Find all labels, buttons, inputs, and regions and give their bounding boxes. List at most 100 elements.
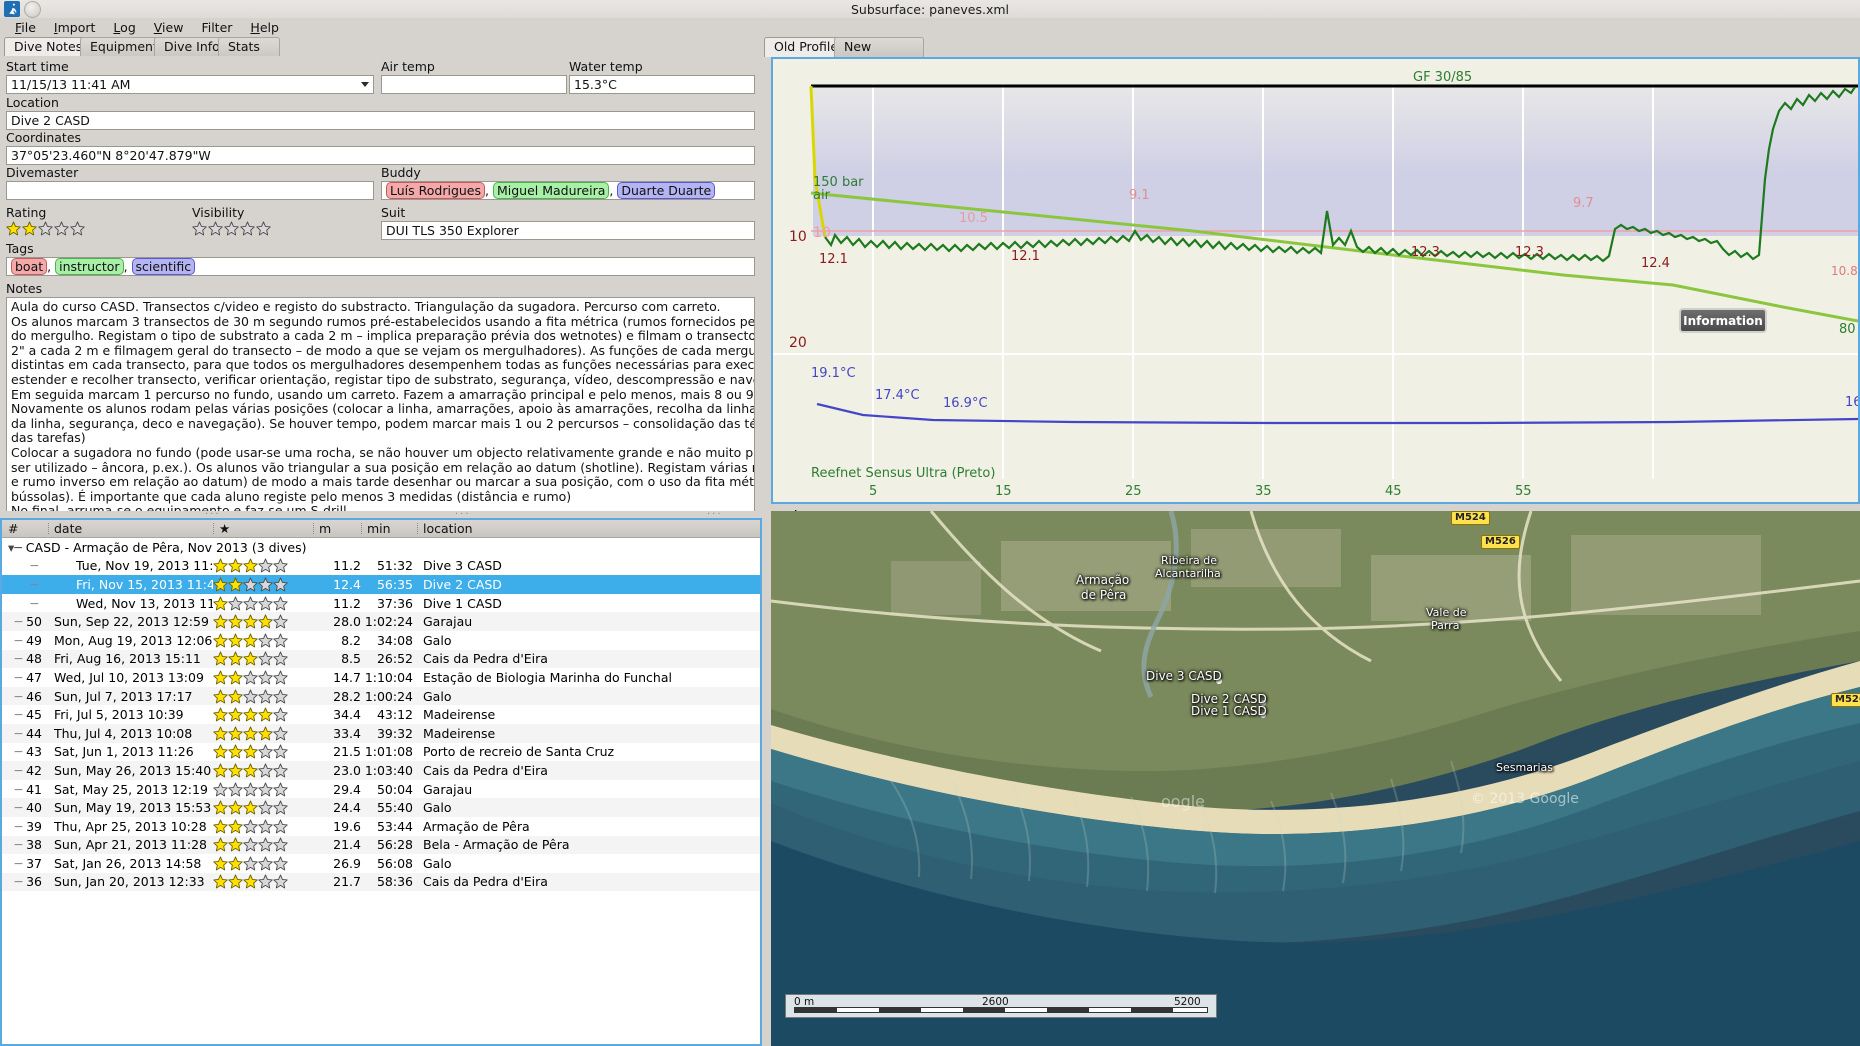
tab-old-profile[interactable]: Old Profile (764, 37, 850, 57)
cell-duration: 56:08 (376, 855, 413, 871)
dive-group-header[interactable]: ▾─ CASD - Armação de Pêra, Nov 2013 (3 d… (2, 538, 760, 557)
dive-map[interactable]: © 2013 Google oogle Armação de Pêra Ribe… (771, 511, 1860, 1046)
column-header-duration[interactable]: min (361, 521, 417, 536)
menu-import[interactable]: Import (53, 19, 96, 35)
window-menu-button[interactable] (24, 1, 41, 18)
cell-number: ─ (30, 576, 38, 592)
map-marker-dive-1-casd[interactable]: Dive 1 CASD (1191, 704, 1267, 718)
table-row[interactable]: ─ Tue, Nov 19, 2013 11:39 11.2 51:32 Dive 3 … (2, 557, 760, 576)
menu-file[interactable]: File (15, 19, 36, 35)
cell-number: ─ 42 (14, 762, 42, 778)
table-row[interactable]: ─ 47 Wed, Jul 10, 2013 13:09 14.7 1:10:04 Est… (2, 668, 760, 687)
map-scale-bar: 0 m 2600 5200 (785, 994, 1217, 1018)
menu-log[interactable]: Log (113, 19, 136, 35)
table-row[interactable]: ─ 43 Sat, Jun 1, 2013 11:26 21.5 1:01:08 Port… (2, 743, 760, 762)
rating-stars[interactable] (6, 221, 85, 236)
start-time-dropdown-arrow[interactable] (6, 75, 374, 94)
cell-rating (213, 726, 313, 741)
cell-location: Dive 1 CASD (423, 595, 502, 611)
coordinates-input[interactable]: 37°05'23.460"N 8°20'47.879"W (6, 146, 755, 165)
tab-new-profile[interactable]: New Profile (834, 37, 924, 72)
start-time-input[interactable]: 11/15/13 11:41 AM (6, 75, 374, 94)
cell-location: Garajau (423, 781, 473, 797)
dive-profile-chart[interactable]: 10 20 10 10.8m 80 16 150 bar air GF 30/8… (771, 57, 1860, 504)
table-row[interactable]: ─ 40 Sun, May 19, 2013 15:53 24.4 55:40 Galo (2, 798, 760, 817)
buddy-chip-3[interactable]: Duarte Duarte (617, 182, 716, 199)
cell-duration: 26:52 (376, 651, 413, 667)
svg-text:9.7: 9.7 (1573, 196, 1594, 211)
column-header-number[interactable]: # (8, 521, 19, 536)
table-row[interactable]: ─ 44 Thu, Jul 4, 2013 10:08 33.4 39:32 Madeir… (2, 723, 760, 743)
svg-text:10.5: 10.5 (959, 211, 988, 226)
table-row[interactable]: ─ 37 Sat, Jan 26, 2013 14:58 26.9 56:08 Galo (2, 854, 760, 873)
information-button[interactable]: Information (1679, 308, 1767, 333)
cell-date: Fri, Nov 15, 2013 11:41 (76, 576, 213, 592)
table-row[interactable]: ─ 46 Sun, Jul 7, 2013 17:17 28.2 1:00:24 Galo (2, 686, 760, 706)
column-header-date[interactable]: date (48, 521, 213, 536)
menu-filter[interactable]: Filter (201, 19, 233, 35)
cell-location: Armação de Pêra (423, 818, 530, 834)
table-row[interactable]: ─ 48 Fri, Aug 16, 2013 15:11 8.5 26:52 Cais d… (2, 649, 760, 669)
table-row[interactable]: ─ 42 Sun, May 26, 2013 15:40 23.0 1:03:40 Cai… (2, 761, 760, 780)
buddy-input[interactable]: Luís Rodrigues, Miguel Madureira, Duarte… (381, 181, 755, 200)
buddy-chip-2[interactable]: Miguel Madureira (492, 182, 610, 199)
table-row[interactable]: ─ 36 Sun, Jan 20, 2013 12:33 21.7 58:36 Cais … (2, 872, 760, 892)
table-row[interactable]: ─ Fri, Nov 15, 2013 11:41 12.4 56:35 Dive 2 … (2, 575, 760, 594)
svg-text:10: 10 (789, 229, 807, 245)
map-label-sesmarias: Sesmarias (1496, 761, 1553, 774)
air-temp-input[interactable] (381, 75, 567, 94)
menu-help[interactable]: Help (250, 19, 279, 35)
cell-depth: 8.2 (341, 632, 361, 648)
tab-dive-notes[interactable]: Dive Notes (4, 37, 96, 57)
column-header-location[interactable]: location (417, 521, 760, 536)
column-header-rating[interactable]: ★ (213, 521, 313, 536)
tags-input[interactable]: boat, instructor, scientific (6, 257, 755, 276)
tab-dive-info[interactable]: Dive Info (154, 37, 234, 57)
tag-chip-3[interactable]: scientific (131, 258, 196, 275)
air-temp-label: Air temp (381, 59, 435, 74)
notes-textarea[interactable]: Aula do curso CASD. Transectos c/video e… (6, 297, 755, 565)
cell-rating (213, 651, 313, 666)
notes-line: distintas em cada transecto, para que to… (11, 357, 755, 373)
table-row[interactable]: ─ 50 Sun, Sep 22, 2013 12:59 28.0 1:02:24 Gar… (2, 612, 760, 631)
tab-stats[interactable]: Stats (218, 37, 280, 57)
cell-depth: 12.4 (333, 576, 361, 592)
column-header-depth[interactable]: m (313, 521, 361, 536)
title-bar: Subsurface: paneves.xml (0, 0, 1860, 18)
cell-date: Sun, Jul 7, 2013 17:17 (54, 688, 193, 704)
horizontal-splitter[interactable]: ··· ··· ··· (0, 509, 762, 519)
cell-duration: 1:03:40 (364, 762, 413, 778)
menu-view[interactable]: View (153, 19, 184, 35)
dive-list[interactable]: # date ★ m min location ▾─ CASD - Armaçã… (0, 518, 762, 1046)
map-marker-dive-3-casd[interactable]: Dive 3 CASD (1146, 669, 1222, 683)
window-title: Subsurface: paneves.xml (850, 1, 1009, 17)
tag-chip-2[interactable]: instructor (55, 258, 124, 275)
location-input[interactable]: Dive 2 CASD (6, 111, 755, 130)
water-temp-input[interactable]: 15.3°C (569, 75, 755, 94)
coordinates-label: Coordinates (6, 130, 82, 145)
cell-location: Galo (423, 632, 452, 648)
visibility-stars[interactable] (192, 221, 271, 236)
table-row[interactable]: ─ 49 Mon, Aug 19, 2013 12:06 8.2 34:08 Galo (2, 631, 760, 650)
cell-depth: 26.9 (333, 855, 361, 871)
cell-duration: 53:44 (376, 818, 413, 834)
cell-depth: 14.7 (333, 669, 361, 685)
svg-text:16: 16 (1845, 395, 1858, 410)
notes-line: Aula do curso CASD. Transectos c/video e… (11, 299, 721, 314)
table-row[interactable]: ─ 45 Fri, Jul 5, 2013 10:39 34.4 43:12 Madeir… (2, 705, 760, 724)
svg-text:GF 30/85: GF 30/85 (1413, 70, 1472, 85)
map-marker-dive-2-casd[interactable]: Dive 2 CASD (1191, 692, 1267, 706)
table-row[interactable]: ─ 41 Sat, May 25, 2013 12:19 29.4 50:04 Garaj… (2, 780, 760, 799)
suit-input[interactable]: DUI TLS 350 Explorer (381, 221, 755, 240)
map-label-armacao: Armação (1076, 573, 1130, 587)
divemaster-input[interactable] (6, 181, 374, 200)
notes-line: estender e recolher transecto, verificar… (11, 371, 755, 387)
table-row[interactable]: ─ Wed, Nov 13, 2013 11:06 11.2 37:36 Dive 1 … (2, 594, 760, 613)
table-row[interactable]: ─ 39 Thu, Apr 25, 2013 10:28 19.6 53:44 Armaç… (2, 817, 760, 836)
table-row[interactable]: ─ 38 Sun, Apr 21, 2013 11:28 21.4 56:28 Bela … (2, 835, 760, 855)
svg-text:5: 5 (869, 484, 877, 499)
tab-equipment[interactable]: Equipment (80, 37, 170, 57)
tag-chip-1[interactable]: boat (11, 258, 48, 275)
buddy-chip-1[interactable]: Luís Rodrigues (386, 182, 486, 199)
svg-text:air: air (813, 188, 831, 203)
